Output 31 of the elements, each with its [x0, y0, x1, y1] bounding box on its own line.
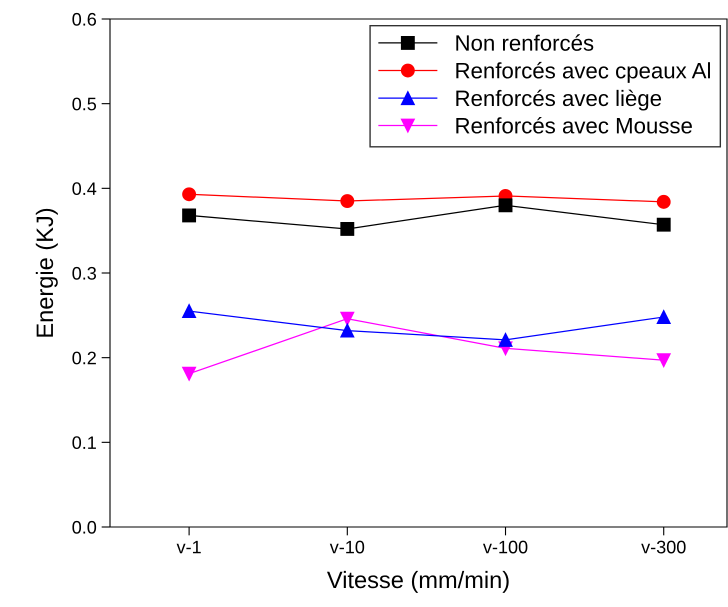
- point: [656, 353, 671, 368]
- y-tick-label: 0.1: [72, 436, 96, 450]
- y-tick-label: 0.6: [72, 12, 96, 26]
- point: [340, 324, 354, 338]
- y-tick-label: 0.0: [72, 520, 96, 534]
- x-tick-label: v-1: [176, 540, 201, 554]
- point: [182, 366, 196, 381]
- legend-label: Renforcés avec liège: [456, 90, 662, 111]
- point: [340, 222, 354, 236]
- y-tick-label: 0.3: [72, 266, 96, 280]
- y-tick-label: 0.5: [72, 98, 96, 110]
- point: [340, 312, 354, 326]
- y-tick-label: 0.2: [72, 352, 96, 364]
- point: [182, 187, 196, 202]
- x-axis-title: Vitesse (mm/min): [326, 570, 509, 593]
- legend-label: Non renforcés: [456, 34, 594, 51]
- point: [182, 208, 196, 222]
- point: [498, 198, 512, 212]
- legend-label: Renforcés avec Mousse: [456, 116, 692, 134]
- point: [656, 310, 671, 324]
- x-tick-label: v-100: [482, 540, 528, 554]
- point: [498, 332, 512, 347]
- point: [656, 194, 671, 209]
- x-tick-label: v-10: [330, 540, 364, 554]
- y-axis-title: Energie (KJ): [36, 208, 58, 337]
- point: [182, 304, 196, 318]
- y-tick-label: 0.4: [72, 182, 96, 196]
- point: [340, 194, 354, 208]
- legend-label: Renforcés avec cpeaux Al: [456, 62, 710, 83]
- point: [656, 218, 671, 232]
- x-tick-label: v-300: [641, 540, 686, 554]
